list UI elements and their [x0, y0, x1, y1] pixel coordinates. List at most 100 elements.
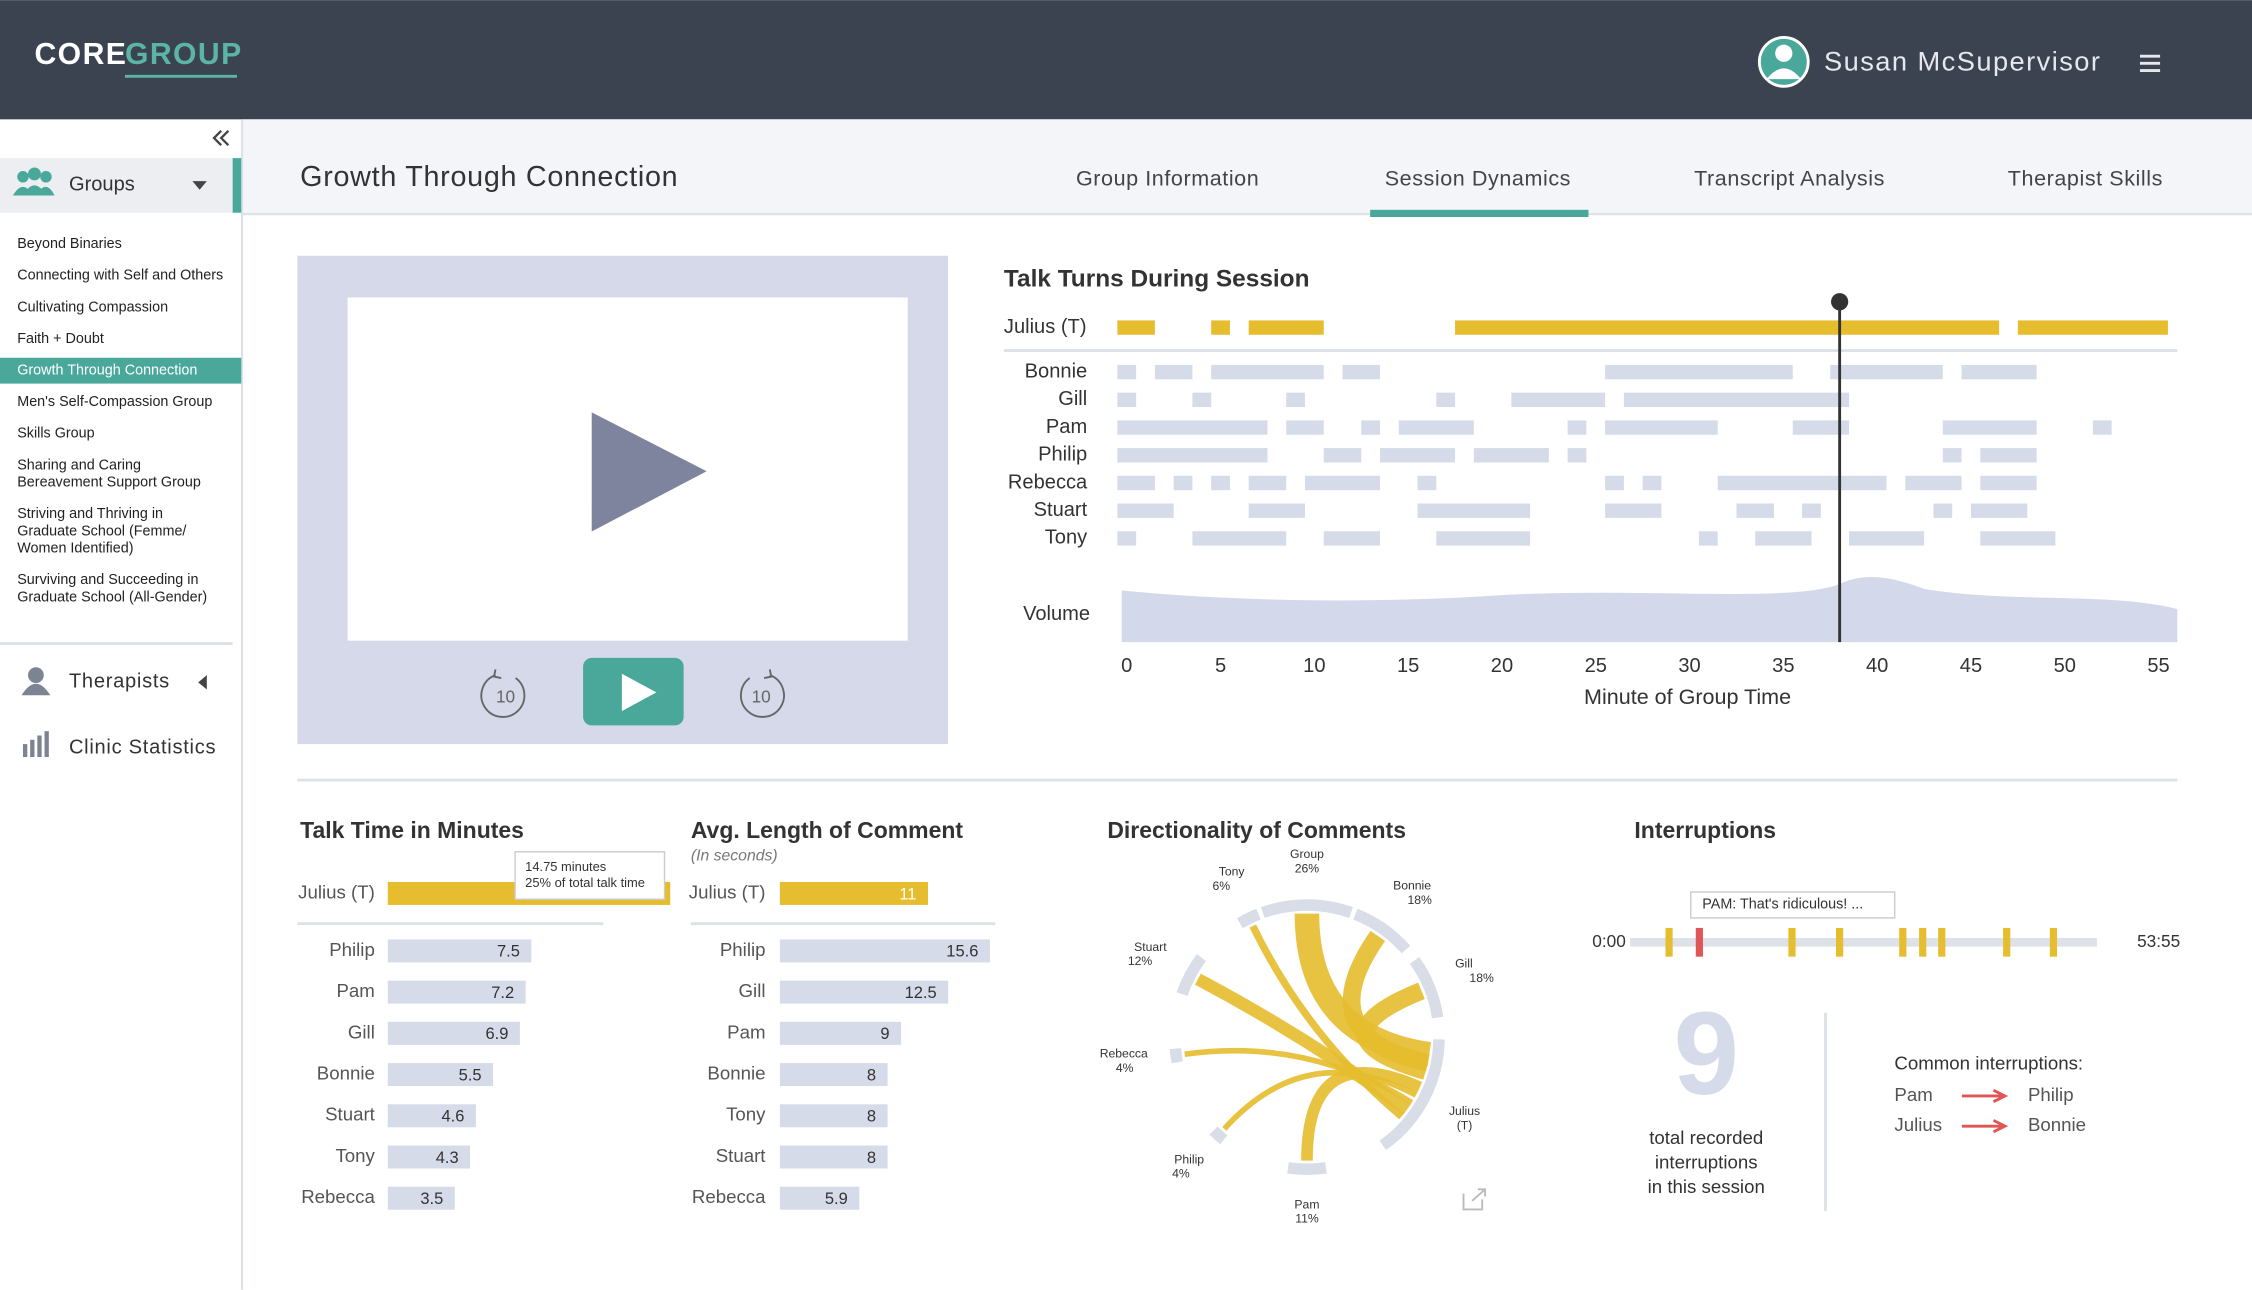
talk-turn [1605, 420, 1718, 435]
talk-turn [1380, 448, 1456, 463]
group-item[interactable]: Surviving and Succeeding in [17, 572, 198, 588]
talk-turn [1117, 320, 1155, 335]
chord-arc [1287, 1162, 1327, 1175]
interruption[interactable] [1695, 927, 1703, 957]
therapists-label[interactable]: Therapists [69, 671, 170, 693]
brand-right: GROUP [125, 38, 243, 71]
avatar-head [1775, 44, 1793, 62]
chord-arc [1236, 908, 1261, 929]
talk-turn [1736, 503, 1774, 518]
clinic-statistics-label[interactable]: Clinic Statistics [69, 737, 216, 759]
common-title: Common interruptions: [1894, 1052, 2083, 1073]
icon-part [740, 674, 785, 718]
talk-turn [1980, 448, 2037, 463]
chart-title: Directionality of Comments [1107, 817, 1406, 843]
bar-label: Julius (T) [689, 881, 766, 902]
talk-turn [1323, 531, 1381, 546]
caret-left[interactable] [198, 675, 207, 690]
video-play-overlay[interactable] [591, 412, 707, 532]
group-item[interactable]: Cultivating Compassion [17, 299, 168, 315]
bar-label: Rebecca [692, 1186, 766, 1207]
talk-turn [1605, 364, 1793, 380]
count-caption: interruptions [1655, 1151, 1758, 1172]
group-item[interactable]: Striving and Thriving in [17, 506, 163, 522]
talk-turn [1173, 475, 1193, 491]
interruption[interactable] [2049, 927, 2058, 957]
groups-label[interactable]: Groups [69, 174, 135, 196]
chord-arc [1176, 954, 1207, 997]
tab[interactable]: Transcript Analysis [1694, 166, 1885, 190]
avatar-body [1766, 68, 1802, 80]
group-item[interactable]: Bereavement Support Group [17, 475, 201, 491]
talk-turn [1455, 320, 2000, 335]
talk-turn [1980, 475, 2037, 491]
talk-turn [1605, 503, 1662, 518]
bar [387, 1063, 494, 1087]
icon-part [44, 731, 49, 758]
bar-label: Pam [336, 980, 374, 1001]
group-item[interactable]: Beyond Binaries [17, 236, 122, 252]
talk-turn [1323, 448, 1362, 463]
interruption[interactable] [1665, 927, 1673, 957]
interruption[interactable] [1836, 927, 1844, 957]
tooltip-text: 25% of total talk time [525, 875, 645, 890]
talk-turn [1905, 475, 1962, 491]
bar-label: Gill [739, 980, 766, 1001]
tab[interactable]: Therapist Skills [2008, 166, 2163, 190]
menu-icon[interactable] [2139, 54, 2161, 72]
group-item[interactable]: Graduate School (All-Gender) [17, 589, 207, 605]
group-item[interactable]: Men's Self-Compassion Group [17, 394, 212, 410]
interruption[interactable] [1788, 927, 1796, 957]
bar [779, 1021, 902, 1045]
node-label: Philip [1174, 1152, 1204, 1166]
x-tick-label: 10 [1303, 655, 1325, 677]
group-item[interactable]: Connecting with Self and Others [17, 268, 223, 284]
talk-turn [1417, 475, 1437, 491]
talk-turn [1567, 448, 1587, 463]
x-tick-label: 20 [1491, 655, 1513, 677]
group-item[interactable]: Sharing and Caring [17, 457, 141, 473]
interruption[interactable] [1899, 927, 1907, 957]
rewind-button[interactable] [480, 669, 526, 718]
icon-part [37, 735, 42, 758]
group-item[interactable]: Graduate School (Femme/ [17, 523, 186, 539]
active-group-bg [0, 357, 242, 384]
group-item[interactable]: Skills Group [17, 426, 94, 442]
forward-button[interactable] [740, 669, 785, 718]
node-value: 26% [1295, 861, 1320, 875]
tab[interactable]: Session Dynamics [1385, 166, 1571, 190]
tab[interactable]: Group Information [1076, 166, 1259, 190]
user-name[interactable]: Susan McSupervisor [1824, 46, 2101, 77]
expand-icon[interactable] [1462, 1188, 1486, 1211]
row-label: Philip [1038, 444, 1087, 466]
bar-label: Gill [348, 1021, 375, 1042]
talk-turn [1942, 420, 2037, 435]
talk-turn [1623, 392, 1850, 408]
x-tick-label: 40 [1866, 655, 1888, 677]
node-value: 4% [1172, 1167, 1190, 1181]
node-label: Stuart [1134, 940, 1167, 954]
icon-part [22, 744, 28, 758]
talk-turn [1248, 503, 1305, 518]
collapse-icon[interactable] [212, 130, 230, 147]
interruption[interactable] [1938, 927, 1946, 957]
talk-turn [1511, 392, 1606, 408]
talk-turn [1755, 531, 1812, 546]
interruption[interactable] [2003, 927, 2011, 957]
interrupted: Bonnie [2028, 1114, 2086, 1135]
avatar[interactable] [1757, 36, 1810, 88]
count-caption: in this session [1648, 1176, 1765, 1197]
bar-label: Bonnie [317, 1063, 375, 1084]
caret-down[interactable] [192, 181, 207, 190]
node-label: Bonnie [1393, 879, 1431, 893]
node-value: 18% [1407, 893, 1432, 907]
talk-turn [1117, 475, 1155, 491]
bar-value: 7.2 [491, 984, 514, 1002]
group-item[interactable]: Women Identified) [17, 541, 133, 557]
interruption[interactable] [1919, 927, 1927, 957]
group-item[interactable]: Growth Through Connection [17, 362, 197, 378]
group-item[interactable]: Faith + Doubt [17, 331, 104, 347]
therapist-icon [21, 667, 51, 696]
playhead-knob[interactable] [1831, 293, 1849, 311]
